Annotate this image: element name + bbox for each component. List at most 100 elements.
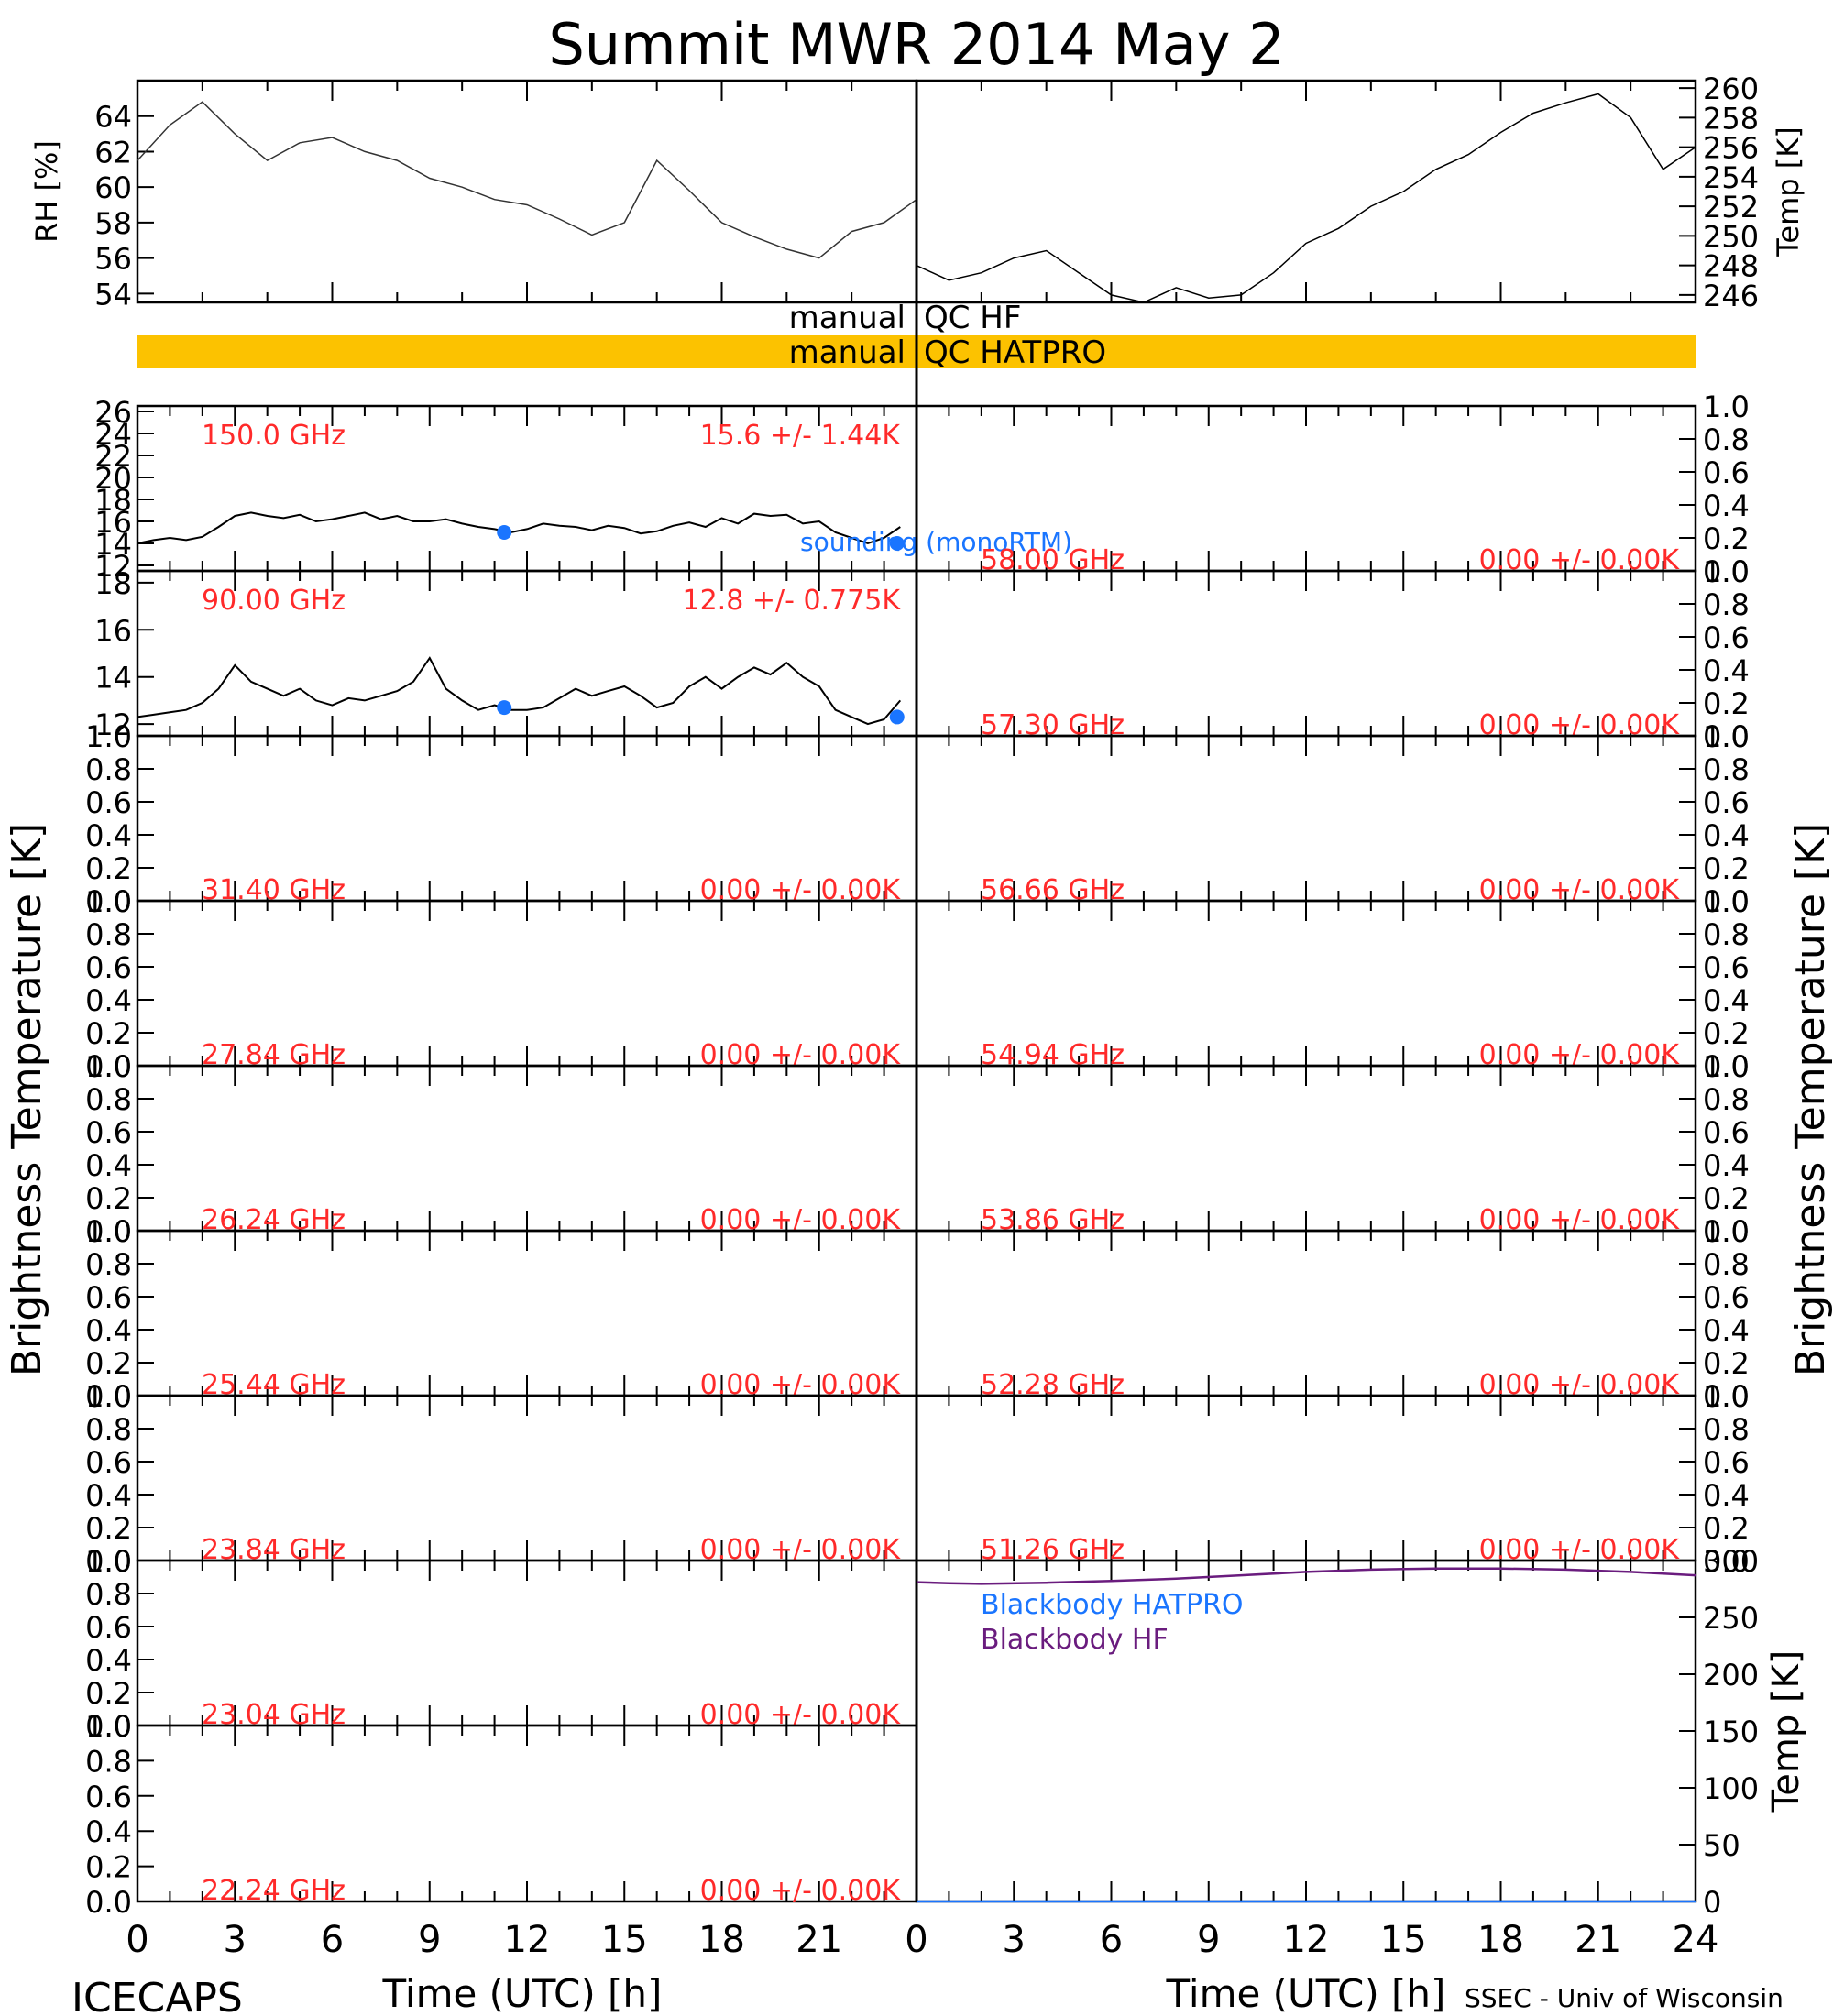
temp-panel-frame bbox=[915, 79, 1697, 304]
x-axis-label-left: Time (UTC) [h] bbox=[382, 1971, 663, 2016]
y-tick-label: 0.4 bbox=[85, 1643, 132, 1678]
y-tick-label: 0.8 bbox=[85, 917, 132, 952]
y-tick-label: 0.4 bbox=[1703, 488, 1750, 523]
y-tick-label: 0.8 bbox=[1703, 1247, 1750, 1282]
y-tick-label: 0.2 bbox=[1703, 686, 1750, 721]
y-tick-label: 0.4 bbox=[1703, 1148, 1750, 1183]
sonde-marker bbox=[889, 536, 905, 551]
y-tick-label: 1.0 bbox=[85, 1709, 132, 1744]
rh-y-tick-label: 64 bbox=[94, 100, 132, 135]
sounding-annotation: sounding (monoRTM) bbox=[800, 527, 1072, 557]
y-tick-label: 0.0 bbox=[1703, 1379, 1750, 1414]
tb-series-line bbox=[137, 511, 901, 545]
x-tick-label: 24 bbox=[1673, 1919, 1719, 1961]
y-tick-label: 1.0 bbox=[85, 719, 132, 754]
rh-y-tick-label: 60 bbox=[94, 170, 132, 205]
y-tick-label: 1.0 bbox=[1703, 554, 1750, 589]
footer-credit-label: SSEC - Univ of Wisconsin bbox=[1465, 1983, 1784, 2013]
blackbody-y-axis-label: Temp [K] bbox=[1765, 1650, 1807, 1813]
y-tick-label: 0.2 bbox=[85, 1676, 132, 1711]
y-tick-label: 0.6 bbox=[1703, 950, 1750, 985]
y-tick-label: 0.0 bbox=[85, 1709, 132, 1744]
y-tick-label: 0.2 bbox=[1703, 1511, 1750, 1546]
blackbody-y-tick-label: 300 bbox=[1703, 1544, 1759, 1579]
rh-y-axis-label: RH [%] bbox=[29, 140, 64, 243]
sonde-marker bbox=[889, 709, 905, 725]
temp-y-tick-label: 260 bbox=[1703, 71, 1759, 106]
y-tick-label: 0.2 bbox=[85, 1181, 132, 1216]
y-tick-label: 0.6 bbox=[85, 1445, 132, 1480]
y-tick-label: 12 bbox=[94, 707, 132, 742]
channel-frequency-label: 90.00 GHz bbox=[202, 585, 346, 617]
y-tick-label: 22 bbox=[94, 439, 132, 474]
x-tick-label: 6 bbox=[1100, 1919, 1123, 1961]
x-axis-label-right: Time (UTC) [h] bbox=[1166, 1971, 1446, 2016]
y-tick-label: 0.0 bbox=[85, 1885, 132, 1920]
y-tick-label: 0.8 bbox=[85, 1577, 132, 1612]
sonde-marker bbox=[497, 525, 512, 540]
x-tick-label: 21 bbox=[796, 1919, 842, 1961]
right-side-label: Brightness Temperature [K] bbox=[1787, 823, 1833, 1376]
y-tick-label: 0.4 bbox=[1703, 1313, 1750, 1348]
y-tick-label: 1.0 bbox=[85, 1214, 132, 1249]
y-tick-label: 0.0 bbox=[1703, 884, 1750, 919]
qc-hatpro-left-label: manual bbox=[789, 334, 906, 371]
channel-stat-label: 15.6 +/- 1.44K bbox=[700, 420, 902, 452]
x-tick-label: 3 bbox=[1003, 1919, 1026, 1961]
blackbody-y-tick-label: 200 bbox=[1703, 1658, 1759, 1693]
y-tick-label: 0.6 bbox=[85, 1280, 132, 1315]
y-tick-label: 0.8 bbox=[1703, 1082, 1750, 1117]
y-tick-label: 1.0 bbox=[85, 1049, 132, 1084]
y-tick-label: 0.8 bbox=[85, 1744, 132, 1779]
footer-project-label: ICECAPS bbox=[71, 1975, 243, 2016]
y-tick-label: 0.2 bbox=[85, 1850, 132, 1885]
y-tick-label: 18 bbox=[94, 566, 132, 601]
rh-panel-frame bbox=[136, 79, 918, 304]
y-tick-label: 14 bbox=[94, 661, 132, 696]
y-tick-label: 0.8 bbox=[1703, 917, 1750, 952]
y-tick-label: 0.8 bbox=[1703, 422, 1750, 457]
x-tick-label: 15 bbox=[1380, 1919, 1427, 1961]
blackbody-y-tick-label: 150 bbox=[1703, 1715, 1759, 1749]
y-tick-label: 14 bbox=[94, 527, 132, 562]
y-tick-label: 1.0 bbox=[1703, 719, 1750, 754]
channel-frequency-label: 150.0 GHz bbox=[202, 420, 346, 452]
y-tick-label: 0.0 bbox=[85, 1379, 132, 1414]
temp-y-tick-label: 248 bbox=[1703, 249, 1759, 284]
y-tick-label: 0.2 bbox=[1703, 1016, 1750, 1051]
tb-series-line bbox=[137, 656, 902, 726]
y-tick-label: 1.0 bbox=[1703, 1214, 1750, 1249]
y-tick-label: 0.8 bbox=[1703, 1412, 1750, 1447]
y-tick-label: 1.0 bbox=[85, 1544, 132, 1579]
y-tick-label: 1.0 bbox=[85, 884, 132, 919]
x-tick-label: 12 bbox=[1283, 1919, 1330, 1961]
x-tick-label: 18 bbox=[1477, 1919, 1524, 1961]
y-tick-label: 0.6 bbox=[85, 950, 132, 985]
y-tick-label: 0.0 bbox=[1703, 1049, 1750, 1084]
sonde-marker bbox=[497, 700, 512, 716]
y-tick-label: 16 bbox=[94, 613, 132, 648]
rh-series-line bbox=[137, 101, 917, 259]
y-tick-label: 0.6 bbox=[1703, 1445, 1750, 1480]
y-tick-label: 0.0 bbox=[1703, 719, 1750, 754]
x-tick-label: 0 bbox=[126, 1919, 148, 1961]
y-tick-label: 0.8 bbox=[85, 752, 132, 787]
y-tick-label: 0.0 bbox=[85, 1049, 132, 1084]
figure-title: Summit MWR 2014 May 2 bbox=[548, 11, 1284, 78]
y-tick-label: 0.2 bbox=[85, 1511, 132, 1546]
y-tick-label: 0.8 bbox=[85, 1247, 132, 1282]
temp-y-tick-label: 252 bbox=[1703, 190, 1759, 225]
y-tick-label: 0.2 bbox=[1703, 1181, 1750, 1216]
y-tick-label: 0.4 bbox=[85, 1814, 132, 1849]
y-tick-label: 0.8 bbox=[85, 1082, 132, 1117]
y-tick-label: 0.0 bbox=[1703, 1214, 1750, 1249]
temp-series-line bbox=[916, 93, 1696, 303]
y-tick-label: 1.0 bbox=[85, 1379, 132, 1414]
temp-y-tick-label: 254 bbox=[1703, 160, 1759, 195]
y-tick-label: 0.6 bbox=[85, 1780, 132, 1814]
y-tick-label: 0.6 bbox=[1703, 1280, 1750, 1315]
x-tick-label: 15 bbox=[601, 1919, 648, 1961]
y-tick-label: 0.6 bbox=[1703, 455, 1750, 490]
